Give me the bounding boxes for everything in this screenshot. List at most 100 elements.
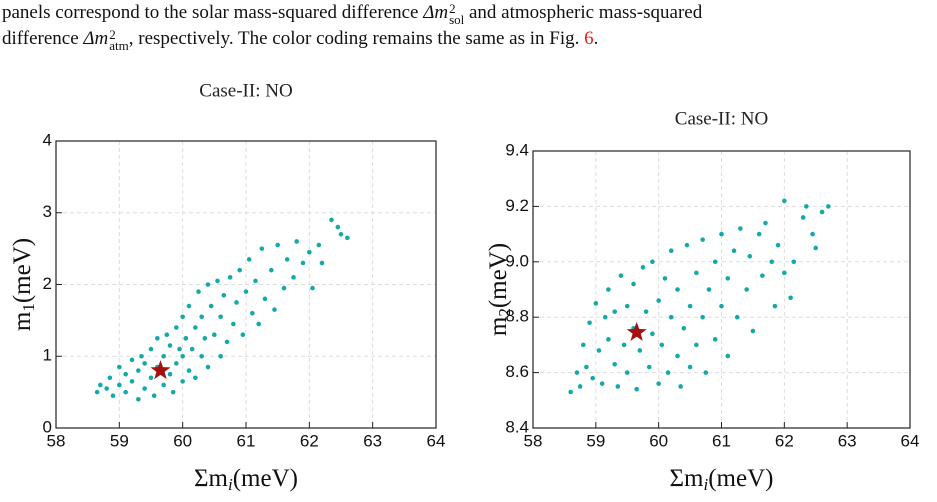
point xyxy=(237,267,242,273)
point xyxy=(596,348,602,353)
point xyxy=(631,281,636,287)
point xyxy=(136,368,141,373)
point xyxy=(580,342,586,348)
point xyxy=(819,209,825,215)
x-tick-label: 63 xyxy=(838,431,857,450)
point xyxy=(262,296,268,302)
y-tick-label: 0 xyxy=(43,417,52,436)
label-subscript: i xyxy=(228,475,233,494)
point xyxy=(621,342,627,348)
x-tick-label: 63 xyxy=(363,431,382,450)
y-tick-label: 9.0 xyxy=(505,251,529,270)
point xyxy=(665,370,671,375)
point xyxy=(316,242,322,248)
point xyxy=(788,295,793,301)
x-tick-label: 61 xyxy=(237,431,256,450)
subscript: atm xyxy=(109,37,129,53)
point xyxy=(129,379,135,384)
point xyxy=(205,282,211,287)
point xyxy=(164,332,170,338)
point xyxy=(731,248,737,254)
point xyxy=(218,314,223,320)
y-tick-label: 8.6 xyxy=(505,362,529,381)
point xyxy=(199,353,204,359)
point xyxy=(687,364,693,370)
point xyxy=(590,375,595,381)
point xyxy=(215,278,220,284)
point xyxy=(678,384,683,389)
point xyxy=(750,328,756,334)
point xyxy=(202,336,208,341)
point xyxy=(193,375,198,381)
point xyxy=(662,276,668,281)
point xyxy=(284,257,290,262)
y-tick-label: 8.8 xyxy=(505,307,529,326)
point xyxy=(117,364,122,370)
point xyxy=(684,242,690,248)
figure-ref[interactable]: 6 xyxy=(584,28,594,49)
point xyxy=(813,245,819,251)
math-script: 2 sol xyxy=(449,2,464,26)
point xyxy=(624,303,630,309)
point xyxy=(756,231,762,237)
point xyxy=(719,303,724,309)
point xyxy=(104,386,109,391)
point xyxy=(307,249,312,255)
plot-frame xyxy=(55,140,437,429)
point xyxy=(281,285,287,291)
point xyxy=(712,259,718,265)
point xyxy=(791,259,797,265)
label-part: (meV) xyxy=(708,465,773,492)
point xyxy=(703,370,709,375)
point xyxy=(694,342,699,348)
best-fit-star xyxy=(150,360,171,380)
point xyxy=(193,325,198,330)
point xyxy=(640,265,646,270)
point xyxy=(345,235,350,241)
point xyxy=(612,309,617,314)
label-part: m xyxy=(9,311,36,331)
point xyxy=(227,275,233,280)
point xyxy=(577,384,583,389)
point xyxy=(725,353,731,359)
point xyxy=(687,303,693,309)
point xyxy=(110,393,116,399)
point xyxy=(826,204,831,209)
point xyxy=(180,379,185,384)
x-tick-label: 59 xyxy=(110,431,129,450)
point xyxy=(335,224,341,230)
point xyxy=(646,364,652,370)
point xyxy=(167,371,173,377)
point xyxy=(98,382,103,388)
point xyxy=(129,357,135,363)
point xyxy=(763,220,768,226)
x-tick-label: 64 xyxy=(901,431,920,450)
point xyxy=(329,217,334,223)
point xyxy=(606,287,611,292)
point xyxy=(205,364,211,370)
point xyxy=(593,301,599,306)
chart-title: Case-II: NO xyxy=(199,80,292,101)
point xyxy=(574,370,580,375)
x-tick-label: 62 xyxy=(775,431,794,450)
point xyxy=(148,375,154,381)
point xyxy=(734,314,740,320)
point xyxy=(700,237,705,242)
point xyxy=(208,303,214,309)
point xyxy=(212,332,217,338)
point xyxy=(199,314,204,320)
text: and atmospheric mass-squared xyxy=(464,2,703,23)
point xyxy=(568,389,573,395)
text-line: difference Δm 2 atm, respectively. The col… xyxy=(2,26,932,52)
point xyxy=(606,337,611,342)
x-tick-label: 62 xyxy=(300,431,319,450)
y-axis-label: m1(meV) xyxy=(9,238,38,331)
y-axis-label: m2(meV) xyxy=(485,243,514,336)
point xyxy=(615,384,621,389)
plot-frame xyxy=(532,150,911,429)
point xyxy=(319,260,325,266)
point xyxy=(123,389,128,395)
text: . xyxy=(593,28,599,49)
point xyxy=(719,231,724,237)
